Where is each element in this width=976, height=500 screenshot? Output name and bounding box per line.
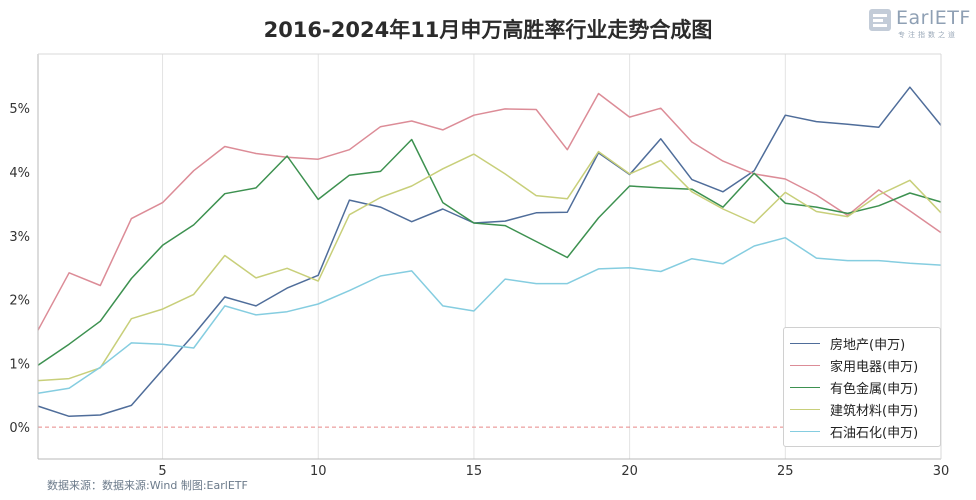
earletf-logo: EarlETF 专注指数之道	[868, 6, 972, 42]
legend-swatch	[790, 365, 820, 366]
y-tick-label: 4%	[9, 166, 30, 181]
series-line-建筑材料	[37, 150, 942, 382]
legend: 房地产(申万) 家用电器(申万) 有色金属(申万) 建筑材料(申万) 石油石化(申万)	[783, 327, 941, 447]
chart-title: 2016-2024年11月申万高胜率行业走势合成图	[263, 18, 713, 42]
series-lines	[37, 86, 942, 418]
series-line-家用电器	[37, 92, 942, 331]
legend-swatch	[790, 387, 820, 388]
y-tick-label: 0%	[9, 421, 30, 436]
x-tick-label: 5	[158, 464, 166, 479]
x-tick-label: 30	[933, 464, 950, 479]
legend-label: 建筑材料(申万)	[830, 404, 919, 419]
series-line-有色金属	[37, 138, 942, 366]
series-line-房地产	[37, 86, 942, 418]
logo-text: EarlETF	[896, 7, 971, 29]
x-tick-label: 10	[310, 464, 327, 479]
x-tick-label: 25	[777, 464, 794, 479]
legend-swatch	[790, 431, 820, 432]
logo-subtitle: 专注指数之道	[898, 31, 958, 39]
series-line-石油石化	[37, 236, 942, 395]
logo-icon	[869, 9, 891, 31]
x-tick-label: 15	[466, 464, 483, 479]
y-tick-label: 5%	[9, 102, 30, 117]
legend-swatch	[790, 343, 820, 344]
legend-label: 有色金属(申万)	[830, 382, 919, 397]
y-tick-label: 1%	[9, 357, 30, 372]
legend-label: 房地产(申万)	[830, 338, 906, 353]
source-note: 数据来源：数据来源:Wind 制图:EarlETF	[47, 479, 248, 492]
axes: 0% 1% 2% 3% 4% 5% 5 10 15 20 25 30	[9, 53, 950, 479]
y-tick-label: 3%	[9, 230, 30, 245]
legend-swatch	[790, 409, 820, 410]
legend-label: 石油石化(申万)	[830, 426, 919, 441]
x-tick-label: 20	[621, 464, 638, 479]
legend-label: 家用电器(申万)	[830, 360, 919, 375]
y-tick-label: 2%	[9, 294, 30, 309]
